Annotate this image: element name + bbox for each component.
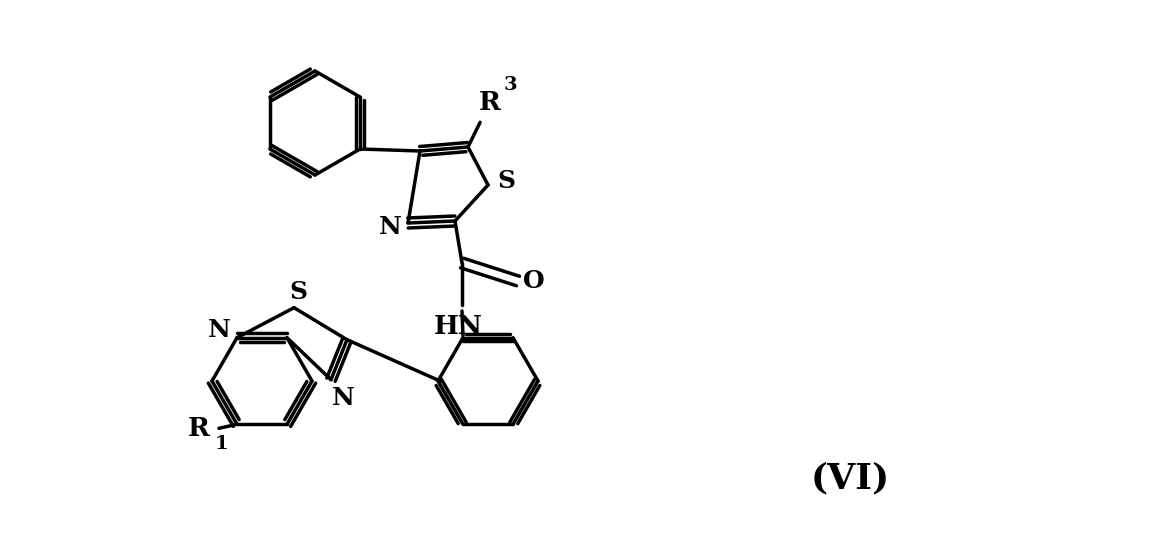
Text: O: O (523, 269, 545, 293)
Text: R: R (188, 416, 210, 441)
Text: N: N (379, 215, 402, 239)
Text: 3: 3 (503, 76, 517, 94)
Text: R: R (479, 91, 501, 116)
Text: N: N (332, 386, 354, 410)
Text: S: S (289, 280, 308, 304)
Text: 1: 1 (214, 435, 228, 453)
Text: S: S (497, 169, 515, 193)
Text: (VI): (VI) (811, 461, 890, 495)
Text: HN: HN (433, 314, 482, 340)
Text: N: N (207, 318, 231, 342)
